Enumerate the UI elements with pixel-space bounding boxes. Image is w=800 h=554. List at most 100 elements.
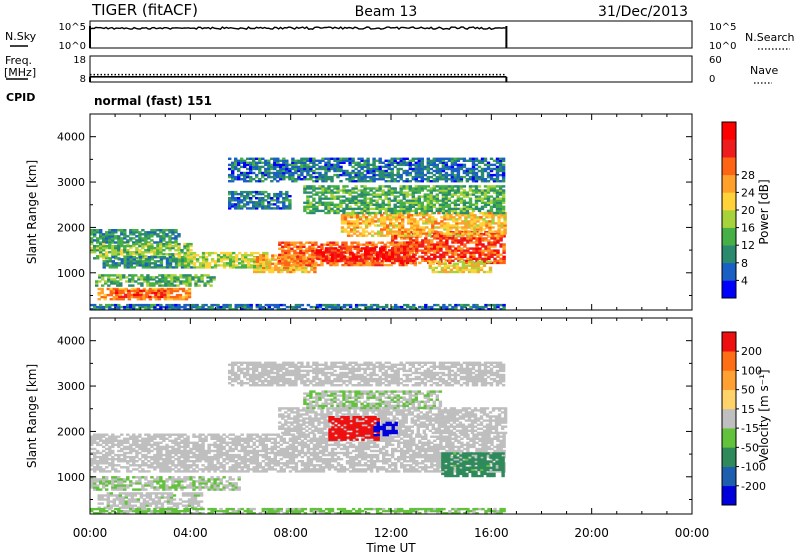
heatmap-cell bbox=[411, 195, 415, 198]
heatmap-cell bbox=[243, 171, 247, 175]
heatmap-cell bbox=[436, 233, 440, 236]
heatmap-cell bbox=[352, 216, 357, 219]
heatmap-cell bbox=[244, 251, 248, 255]
heatmap-cell bbox=[430, 308, 434, 311]
heatmap-cell bbox=[253, 270, 257, 274]
heatmap-cell bbox=[483, 191, 488, 194]
heatmap-cell bbox=[464, 264, 469, 267]
heatmap-cell bbox=[282, 192, 286, 196]
heatmap-cell bbox=[159, 239, 163, 242]
heatmap-cell bbox=[249, 175, 253, 179]
heatmap-cell bbox=[474, 189, 479, 192]
heatmap-cell bbox=[324, 195, 328, 198]
heatmap-cell bbox=[327, 165, 331, 169]
heatmap-cell bbox=[118, 289, 122, 292]
heatmap-cell bbox=[240, 207, 244, 210]
heatmap-cell bbox=[369, 251, 374, 254]
heatmap-cell bbox=[459, 199, 464, 202]
nsky-tick-bottom-right: 10^0 bbox=[709, 41, 736, 52]
heatmap-cell bbox=[454, 308, 458, 311]
heatmap-cell bbox=[485, 270, 490, 274]
heatmap-cell bbox=[246, 190, 250, 194]
heatmap-cell bbox=[160, 287, 165, 291]
heatmap-cell bbox=[147, 441, 151, 444]
heatmap-cell bbox=[127, 289, 131, 292]
heatmap-cell bbox=[177, 235, 181, 238]
heatmap-cell bbox=[491, 218, 495, 221]
heatmap-cell bbox=[131, 278, 135, 281]
heatmap-cell bbox=[468, 193, 473, 196]
heatmap-cell bbox=[219, 264, 224, 267]
heatmap-cell bbox=[488, 222, 492, 225]
heatmap-cell bbox=[286, 266, 290, 270]
heatmap-cell bbox=[349, 216, 354, 219]
heatmap-cell bbox=[243, 203, 247, 206]
heatmap-cell bbox=[320, 261, 324, 265]
heatmap-cell bbox=[99, 255, 103, 258]
heatmap-cell bbox=[228, 192, 232, 196]
heatmap-cell bbox=[315, 308, 320, 311]
heatmap-cell bbox=[132, 439, 136, 442]
heatmap-cell bbox=[482, 214, 486, 217]
heatmap-cell bbox=[329, 261, 333, 265]
heatmap-cell bbox=[228, 201, 232, 204]
heatmap-cell bbox=[213, 262, 218, 265]
heatmap-cell bbox=[154, 298, 159, 301]
heatmap-cell bbox=[231, 199, 235, 202]
heatmap-cell bbox=[442, 255, 446, 258]
heatmap-cell bbox=[279, 195, 283, 198]
heatmap-cell bbox=[168, 305, 172, 309]
heatmap-cell bbox=[369, 175, 373, 179]
heatmap-cell bbox=[394, 249, 398, 252]
heatmap-cell bbox=[394, 245, 398, 248]
heatmap-cell bbox=[163, 291, 167, 294]
heatmap-cell bbox=[327, 161, 331, 164]
heatmap-cell bbox=[330, 251, 335, 254]
heatmap-cell bbox=[354, 167, 358, 171]
heatmap-cell bbox=[103, 295, 107, 299]
heatmap-cell bbox=[147, 460, 151, 463]
heatmap-cell bbox=[390, 178, 394, 181]
heatmap-cell bbox=[132, 468, 136, 471]
heatmap-cell bbox=[185, 282, 189, 285]
heatmap-cell bbox=[123, 256, 127, 259]
heatmap-cell bbox=[363, 249, 368, 252]
heatmap-cell bbox=[138, 451, 142, 455]
heatmap-cell bbox=[426, 159, 430, 162]
heatmap-cell bbox=[229, 258, 233, 261]
heatmap-cell bbox=[111, 231, 115, 234]
heatmap-cell bbox=[479, 262, 484, 265]
heatmap-cell bbox=[357, 173, 361, 177]
heatmap-cell bbox=[475, 249, 479, 252]
heatmap-cell bbox=[336, 187, 340, 190]
heatmap-cell bbox=[393, 187, 397, 190]
heatmap-cell bbox=[430, 239, 434, 242]
heatmap-cell bbox=[436, 243, 440, 246]
heatmap-cell bbox=[414, 161, 418, 164]
heatmap-cell bbox=[446, 230, 450, 233]
heatmap-cell bbox=[414, 191, 418, 194]
heatmap-cell bbox=[194, 280, 198, 283]
heatmap-cell bbox=[273, 199, 277, 202]
heatmap-cell bbox=[132, 233, 136, 236]
freq-trace bbox=[89, 73, 508, 82]
heatmap-cell bbox=[375, 305, 380, 309]
heatmap-cell bbox=[393, 199, 397, 202]
heatmap-cell bbox=[358, 232, 363, 235]
heatmap-cell bbox=[378, 203, 382, 206]
heatmap-cell bbox=[264, 199, 268, 202]
heatmap-cell bbox=[375, 257, 380, 260]
heatmap-cell bbox=[111, 437, 115, 440]
heatmap-cell bbox=[303, 178, 307, 181]
heatmap-cell bbox=[309, 191, 313, 194]
heatmap-cell bbox=[120, 244, 124, 248]
heatmap-cell bbox=[371, 261, 375, 265]
heatmap-cell bbox=[105, 257, 109, 260]
heatmap-cell bbox=[108, 451, 112, 455]
heatmap-cell bbox=[417, 197, 421, 200]
heatmap-cell bbox=[426, 197, 430, 200]
heatmap-cell bbox=[397, 245, 401, 248]
heatmap-cell bbox=[417, 169, 421, 173]
heatmap-cell bbox=[146, 274, 150, 277]
heatmap-cell bbox=[106, 293, 110, 297]
